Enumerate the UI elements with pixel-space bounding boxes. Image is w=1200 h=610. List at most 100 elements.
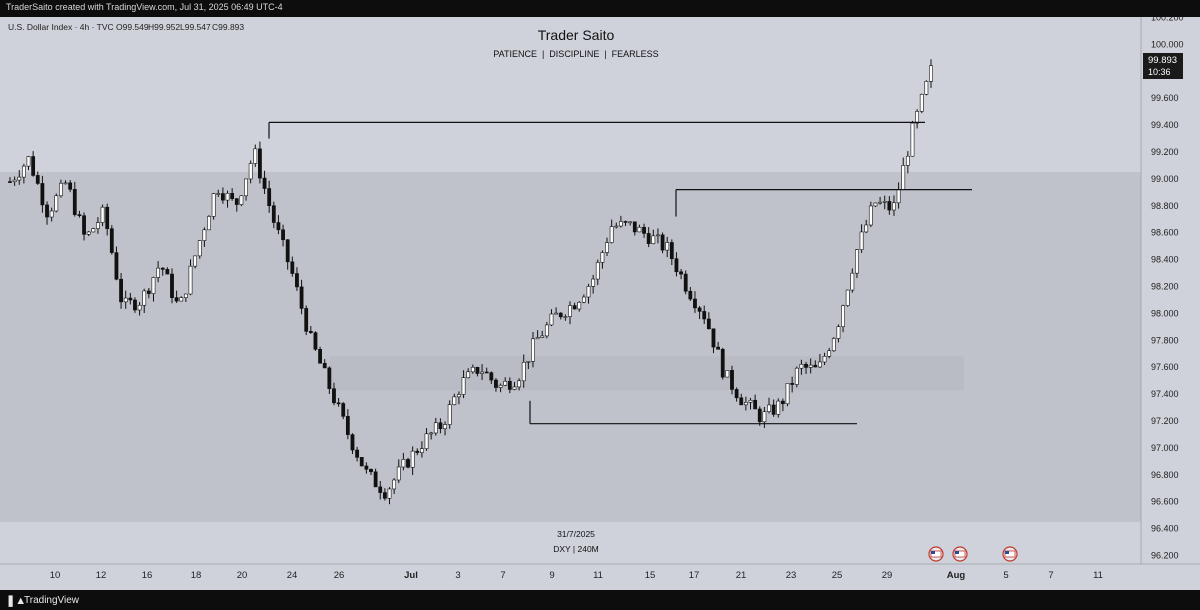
- candle-bearish: [174, 297, 179, 302]
- candle-bearish: [109, 228, 114, 253]
- snapshot-footer: ❚▲ TradingView: [0, 590, 1200, 610]
- footer-date: 31/7/2025: [557, 529, 595, 539]
- candle-bullish: [17, 176, 22, 181]
- candle-bearish: [82, 215, 86, 235]
- price-tick-label: 99.200: [1151, 147, 1179, 157]
- price-tick-label: 97.600: [1151, 362, 1179, 372]
- candle-bearish: [660, 234, 665, 251]
- candle-bullish: [864, 224, 869, 233]
- candle-bearish: [757, 408, 762, 423]
- candle-bullish: [822, 356, 827, 363]
- candle-bullish: [392, 479, 397, 490]
- candle-bullish: [905, 155, 910, 166]
- candle-bullish: [544, 324, 549, 337]
- us-flag-icon[interactable]: [1002, 546, 1018, 562]
- candle-bearish: [359, 457, 364, 467]
- time-tick-label: 11: [593, 570, 603, 581]
- candle-bullish: [910, 122, 915, 157]
- candle-bullish: [591, 278, 596, 287]
- candle-bullish: [776, 400, 781, 415]
- candle-bullish: [531, 338, 535, 362]
- candle-bearish: [887, 201, 892, 211]
- candle-bearish: [165, 269, 170, 275]
- candle-bullish: [49, 210, 54, 218]
- price-tick-label: 96.200: [1151, 551, 1179, 561]
- candle-bearish: [128, 297, 133, 301]
- price-zone: [0, 172, 1141, 522]
- candle-bullish: [873, 202, 878, 207]
- candle-bullish: [581, 296, 586, 303]
- candle-bearish: [489, 372, 494, 381]
- candle-bullish: [202, 229, 207, 241]
- chart-area[interactable]: 100.200 100.000 99.600 99.400 99.200 99.000 98…: [0, 13, 1200, 590]
- candle-bullish: [901, 165, 906, 190]
- candle-bearish: [341, 403, 346, 417]
- candle-bullish: [600, 252, 605, 263]
- candlestick-chart[interactable]: 100.200 100.000 99.600 99.400 99.200 99.000 98…: [0, 13, 1200, 590]
- candle-bearish: [285, 239, 290, 263]
- candle-bearish: [771, 404, 776, 415]
- candle-bullish: [554, 312, 559, 315]
- price-tick-label: 97.200: [1151, 416, 1179, 426]
- candle-bearish: [295, 273, 299, 288]
- ohlc-close: C99.893: [212, 22, 244, 32]
- candle-bearish: [438, 422, 443, 430]
- candle-bullish: [748, 399, 753, 403]
- levels-layer: [268, 121, 972, 425]
- candle-bullish: [424, 433, 429, 449]
- candle-bullish: [836, 326, 841, 339]
- price-axis[interactable]: 100.200 100.000 99.600 99.400 99.200 99.000 98…: [1151, 13, 1184, 561]
- current-price-box: [1143, 53, 1183, 79]
- us-flag-icon[interactable]: [952, 546, 968, 562]
- candle-bullish: [831, 338, 836, 352]
- candle-bearish: [170, 273, 174, 298]
- time-tick-label: 21: [736, 570, 747, 581]
- candle-bearish: [133, 299, 137, 311]
- ohlc-high: H99.952: [148, 22, 180, 32]
- candle-bullish: [540, 335, 545, 338]
- candle-bullish: [882, 201, 887, 203]
- candle-bullish: [26, 156, 31, 167]
- time-tick-label: 20: [237, 570, 248, 581]
- candle-bullish: [86, 231, 91, 235]
- time-tick-label: 7: [1048, 570, 1053, 581]
- time-tick-label: 10: [50, 570, 61, 581]
- candle-bullish: [225, 193, 230, 201]
- candle-bearish: [702, 311, 707, 320]
- time-tick-label: 18: [191, 570, 202, 581]
- candle-bullish: [586, 286, 591, 298]
- candles-layer: [8, 59, 933, 505]
- candle-bearish: [336, 402, 341, 405]
- candle-bearish: [119, 278, 123, 303]
- candle-bearish: [234, 198, 239, 205]
- candle-bearish: [290, 261, 295, 274]
- candle-bullish: [549, 313, 554, 326]
- candle-bearish: [77, 214, 82, 217]
- candle-bullish: [799, 363, 804, 369]
- candle-bearish: [646, 233, 651, 244]
- candle-bearish: [31, 156, 36, 176]
- time-axis[interactable]: 10 12 16 18 20 24 26 Jul 3 7 9 11 15 17 21 23 25 29 Aug 5 7 1…: [50, 570, 1103, 581]
- time-tick-label: 15: [645, 570, 656, 581]
- us-flag-icon[interactable]: [928, 546, 944, 562]
- chart-subtitle: PATIENCE | DISCIPLINE | FEARLESS: [493, 49, 658, 59]
- candle-bearish: [558, 312, 563, 318]
- price-tick-label: 99.000: [1151, 174, 1179, 184]
- candle-countdown: 10:36: [1148, 67, 1171, 77]
- candle-bearish: [494, 379, 498, 388]
- candle-bullish: [595, 262, 600, 280]
- candle-bullish: [767, 404, 771, 412]
- candle-bearish: [415, 450, 420, 453]
- candle-bearish: [332, 388, 336, 404]
- price-tick-label: 97.400: [1151, 389, 1179, 399]
- candle-bearish: [572, 305, 577, 310]
- candle-bearish: [716, 346, 721, 350]
- time-tick-label: Jul: [404, 570, 418, 581]
- candle-bullish: [850, 272, 855, 291]
- candle-bullish: [211, 193, 216, 217]
- candle-bullish: [188, 265, 193, 295]
- price-tick-label: 98.600: [1151, 228, 1179, 238]
- candle-bearish: [271, 205, 276, 223]
- time-tick-label: Aug: [947, 570, 966, 581]
- candle-bullish: [855, 249, 859, 274]
